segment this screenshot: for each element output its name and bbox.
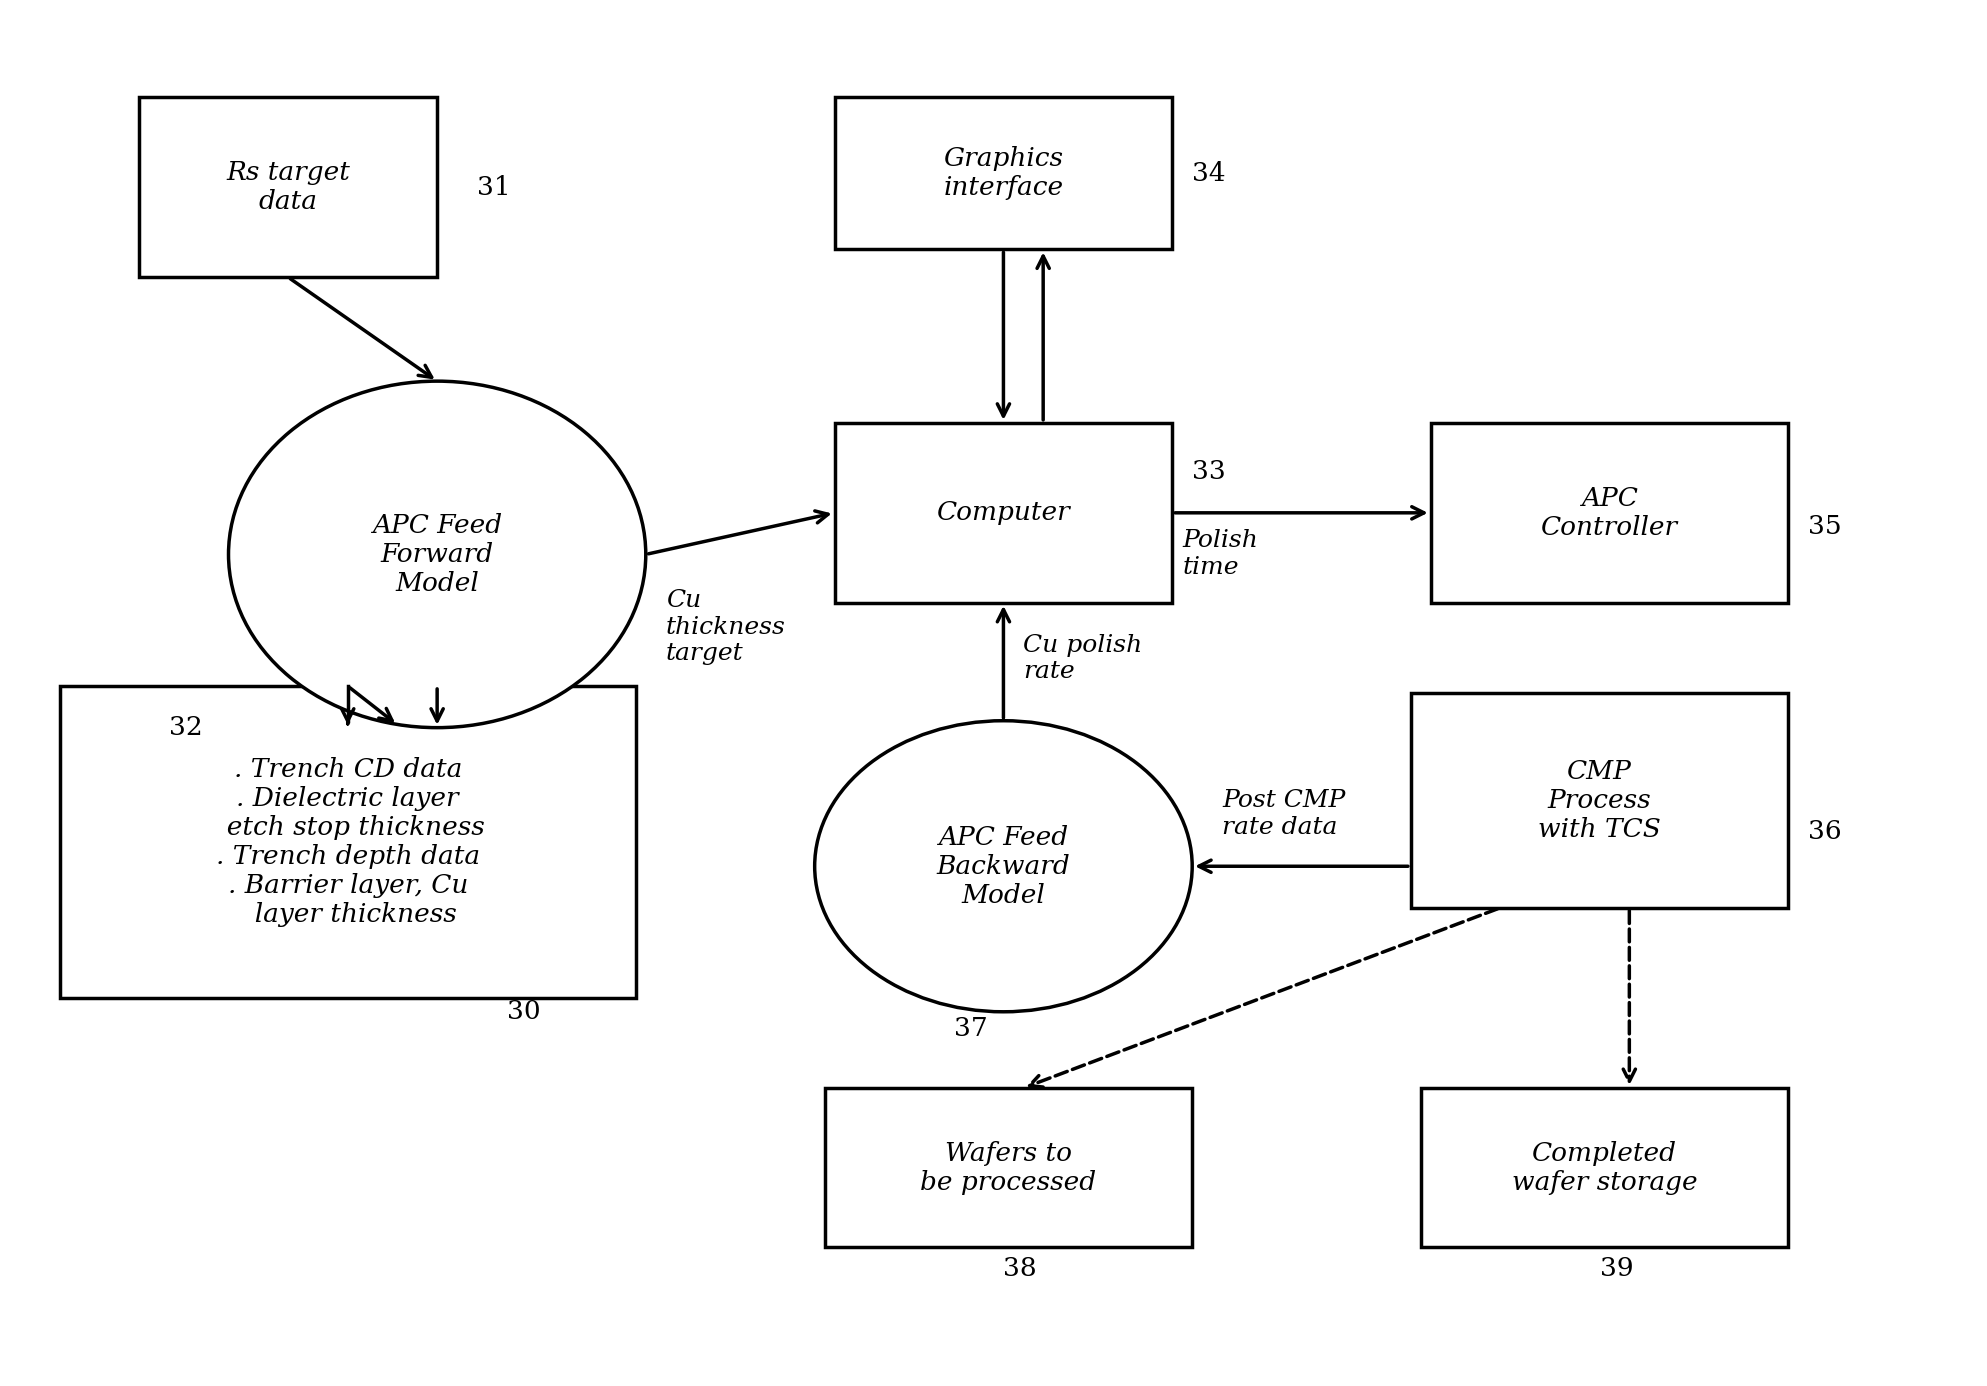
Text: 34: 34: [1192, 161, 1226, 186]
FancyBboxPatch shape: [139, 97, 437, 277]
FancyBboxPatch shape: [1411, 693, 1788, 908]
Text: APC Feed
Forward
Model: APC Feed Forward Model: [372, 513, 503, 596]
Text: 30: 30: [507, 999, 540, 1024]
Text: Completed
wafer storage: Completed wafer storage: [1512, 1141, 1697, 1195]
Text: 32: 32: [169, 715, 203, 740]
FancyBboxPatch shape: [835, 423, 1172, 603]
FancyBboxPatch shape: [1431, 423, 1788, 603]
Text: APC Feed
Backward
Model: APC Feed Backward Model: [936, 825, 1071, 908]
Text: 31: 31: [477, 175, 511, 200]
Text: Rs target
data: Rs target data: [227, 161, 350, 213]
Text: Post CMP
rate data: Post CMP rate data: [1222, 789, 1345, 839]
Text: Cu polish
rate: Cu polish rate: [1023, 633, 1143, 683]
FancyBboxPatch shape: [825, 1088, 1192, 1247]
Text: Computer: Computer: [936, 500, 1071, 525]
FancyBboxPatch shape: [60, 686, 636, 998]
Text: Polish
time: Polish time: [1182, 529, 1258, 579]
FancyBboxPatch shape: [1421, 1088, 1788, 1247]
Text: 38: 38: [1003, 1256, 1037, 1281]
Text: Graphics
interface: Graphics interface: [944, 147, 1063, 200]
FancyBboxPatch shape: [835, 97, 1172, 249]
Text: 33: 33: [1192, 459, 1226, 484]
Text: Cu
thickness
target: Cu thickness target: [666, 589, 785, 665]
Text: . Trench CD data
. Dielectric layer
  etch stop thickness
. Trench depth data
. : . Trench CD data . Dielectric layer etch…: [211, 757, 485, 927]
Text: 37: 37: [954, 1016, 988, 1041]
Text: APC
Controller: APC Controller: [1540, 486, 1679, 539]
Ellipse shape: [229, 381, 646, 728]
Text: CMP
Process
with TCS: CMP Process with TCS: [1538, 760, 1661, 841]
Text: 39: 39: [1600, 1256, 1633, 1281]
Ellipse shape: [815, 721, 1192, 1012]
Text: 35: 35: [1808, 514, 1842, 539]
Text: 36: 36: [1808, 819, 1842, 844]
Text: Wafers to
be processed: Wafers to be processed: [920, 1141, 1097, 1195]
